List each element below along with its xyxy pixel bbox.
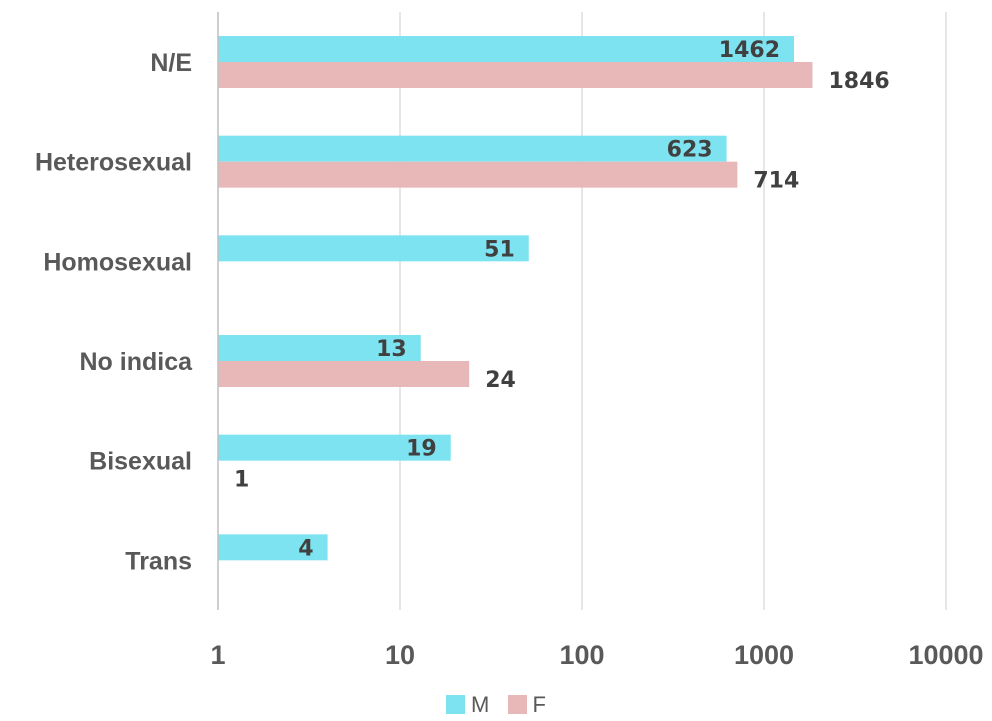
- legend-swatch-f: [507, 695, 527, 714]
- data-label: 714: [753, 169, 799, 194]
- bar-m: [218, 36, 795, 62]
- data-label: 1462: [719, 38, 780, 63]
- bars-layer: [218, 36, 813, 561]
- x-tick-label: 10: [385, 640, 415, 670]
- category-label: Homosexual: [43, 248, 192, 276]
- bar-m: [218, 534, 328, 561]
- legend-label-m: M: [471, 692, 490, 717]
- labels-layer: 1 10 100 1000 10000 N/E 1462 1846 Heterosexual 62…: [35, 38, 984, 670]
- x-tick-label: 100: [559, 640, 604, 670]
- category-label: N/E: [150, 49, 192, 77]
- bar-m: [218, 434, 451, 461]
- data-label: 24: [485, 368, 516, 393]
- data-label: 4: [298, 536, 313, 561]
- category-label: Heterosexual: [35, 149, 192, 177]
- bar-m: [218, 235, 529, 262]
- x-tick-label: 10000: [908, 640, 983, 670]
- x-tick-label: 1: [210, 640, 225, 670]
- legend-item-m: M: [446, 692, 489, 718]
- bar-m: [218, 135, 727, 162]
- data-label: 623: [667, 138, 713, 163]
- gridlines: [399, 12, 947, 610]
- data-label: 13: [376, 337, 407, 362]
- legend-item-f: F: [507, 692, 546, 718]
- legend-swatch-m: [446, 695, 466, 714]
- category-label: Bisexual: [89, 448, 192, 476]
- bar-f: [218, 62, 813, 88]
- legend-label-f: F: [532, 692, 546, 717]
- x-tick-label: 1000: [734, 640, 794, 670]
- bar-m: [218, 335, 421, 361]
- legend: M F: [0, 692, 992, 718]
- bar-chart: 1 10 100 1000 10000 N/E 1462 1846 Heterosexual 62…: [35, 12, 984, 670]
- bar-f: [218, 361, 470, 387]
- data-label: 1846: [828, 69, 889, 94]
- data-label: 51: [484, 237, 515, 262]
- data-label: 19: [406, 437, 437, 462]
- category-label: Trans: [125, 547, 192, 575]
- bar-f: [218, 161, 738, 188]
- category-label: No indica: [79, 348, 193, 376]
- data-label: 1: [234, 468, 249, 493]
